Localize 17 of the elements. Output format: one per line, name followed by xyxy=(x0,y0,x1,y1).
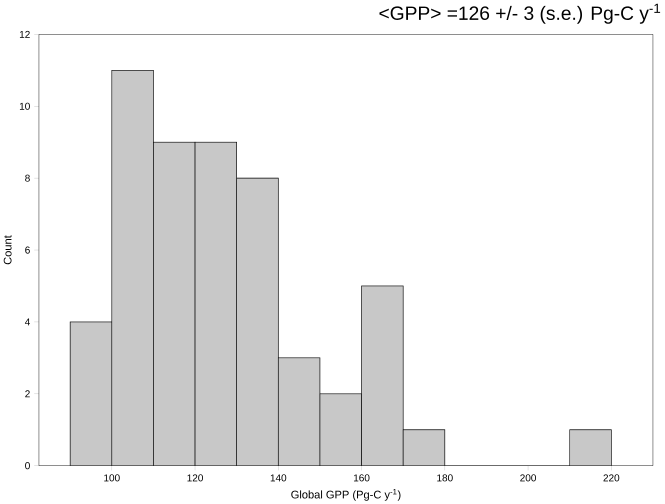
x-tick-label: 120 xyxy=(187,474,203,482)
y-tick-label: 10 xyxy=(20,102,30,110)
x-tick-label: 220 xyxy=(603,474,620,482)
x-tick-label: 200 xyxy=(520,474,536,482)
y-tick-label: 0 xyxy=(25,462,30,470)
chart-title: <GPP> =126 +/- 3 (s.e.) Pg-C y$^{-1}$ xyxy=(379,3,660,24)
y-tick-label: 8 xyxy=(25,174,30,182)
y-tick-label: 4 xyxy=(24,318,30,326)
y-axis-title: Count xyxy=(4,235,12,264)
y-tick-label: 6 xyxy=(25,246,30,254)
y-tick-label: 2 xyxy=(25,390,30,398)
y-tick-label: 12 xyxy=(20,30,30,38)
x-tick-label: 160 xyxy=(354,474,370,482)
x-tick-label: 180 xyxy=(437,474,453,482)
x-axis-title: Global GPP (Pg-C y$^{-1}$) xyxy=(291,488,400,500)
x-tick-label: 100 xyxy=(104,474,120,482)
x-tick-label: 140 xyxy=(270,474,286,482)
